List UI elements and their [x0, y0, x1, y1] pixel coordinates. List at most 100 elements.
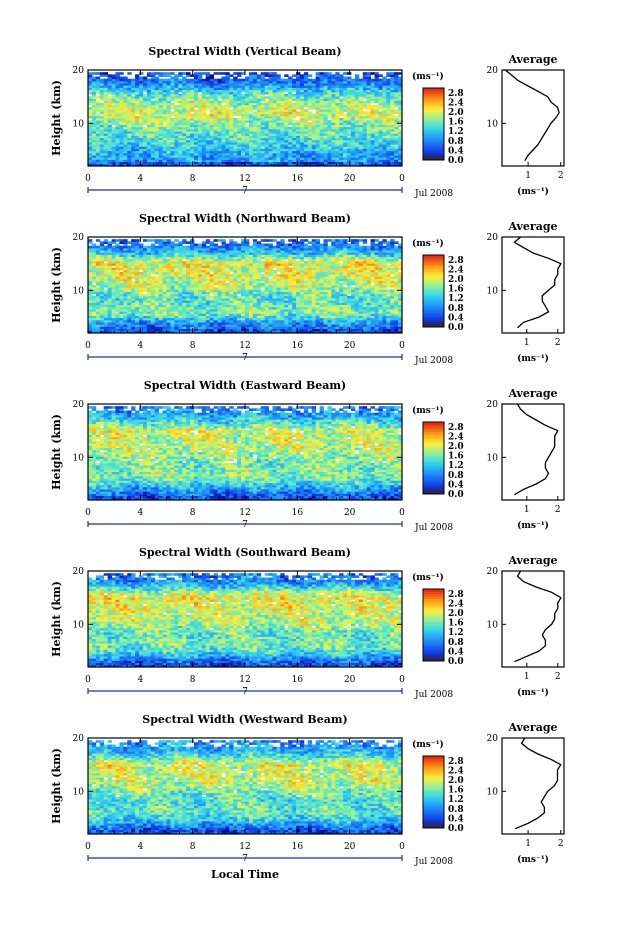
heatmap-cell	[272, 298, 277, 301]
heatmap-cell	[197, 133, 203, 136]
heatmap-cell	[221, 122, 226, 125]
heatmap-cell	[174, 85, 179, 88]
heatmap-cell	[241, 109, 246, 112]
heatmap-cell	[354, 295, 360, 299]
heatmap-cell	[296, 150, 301, 154]
heatmap-cell	[303, 74, 309, 77]
heatmap-cell	[91, 146, 97, 149]
heatmap-cell	[150, 100, 156, 104]
heatmap-cell	[272, 330, 277, 334]
heatmap-cell	[123, 152, 128, 156]
heatmap-cell	[241, 72, 246, 75]
heatmap-cell	[178, 152, 183, 156]
heatmap-cell	[390, 152, 395, 156]
heatmap-cell	[205, 72, 211, 75]
heatmap-cell	[311, 139, 317, 143]
heatmap-cell	[260, 289, 266, 292]
heatmap-cell	[252, 157, 258, 160]
heatmap-cell	[201, 98, 207, 101]
heatmap-cell	[197, 98, 203, 101]
heatmap-cell	[139, 313, 144, 316]
heatmap-cell	[296, 304, 301, 308]
heatmap-cell	[209, 118, 215, 121]
heatmap-cell	[256, 135, 262, 139]
heatmap-cell	[386, 295, 391, 299]
heatmap-cell	[299, 100, 305, 104]
heatmap-cell	[370, 118, 375, 121]
heatmap-cell	[119, 118, 124, 121]
heatmap-cell	[335, 135, 340, 139]
heatmap-cell	[386, 89, 391, 93]
heatmap-cell	[296, 96, 301, 99]
heatmap-cell	[225, 293, 230, 297]
heatmap-cell	[162, 306, 167, 310]
heatmap-cell	[142, 104, 148, 108]
heatmap-cell	[339, 302, 344, 306]
colorbar-tick-label: 2.8	[448, 89, 464, 99]
heatmap-cell	[131, 150, 136, 154]
heatmap-cell	[146, 118, 152, 121]
heatmap-cell	[382, 104, 387, 108]
heatmap-cell	[350, 113, 356, 117]
heatmap-cell	[99, 139, 105, 143]
heatmap-cell	[390, 159, 395, 163]
heatmap-cell	[123, 76, 128, 80]
heatmap-cell	[331, 85, 336, 88]
heatmap-cell	[374, 328, 379, 332]
heatmap-cell	[107, 289, 112, 292]
heatmap-cell	[327, 289, 332, 292]
heatmap-cell	[170, 330, 175, 334]
heatmap-cell	[182, 128, 187, 132]
heatmap-cell	[166, 120, 171, 123]
heatmap-cell	[158, 302, 163, 306]
heatmap-cell	[213, 87, 218, 91]
heatmap-cell	[272, 150, 277, 154]
colorbar-swatch	[423, 128, 444, 132]
heatmap-cell	[186, 135, 191, 139]
heatmap-cell	[193, 155, 199, 158]
heatmap-cell	[354, 328, 360, 332]
heatmap-cell	[245, 313, 250, 316]
heatmap-cell	[186, 302, 191, 306]
heatmap-cell	[154, 120, 160, 123]
heatmap-cell	[193, 304, 199, 308]
heatmap-cell	[299, 293, 305, 297]
heatmap-cell	[146, 319, 152, 323]
heatmap-cell	[115, 91, 120, 95]
heatmap-cell	[382, 118, 387, 121]
heatmap-cell	[166, 115, 171, 119]
heatmap-cell	[315, 137, 320, 141]
heatmap-cell	[339, 144, 344, 147]
heatmap-cell	[146, 115, 152, 119]
heatmap-cell	[362, 159, 368, 163]
heatmap-cell	[347, 98, 352, 101]
heatmap-cell	[209, 304, 215, 308]
heatmap-cell	[174, 118, 179, 121]
heatmap-cell	[193, 133, 199, 136]
heatmap-cell	[339, 98, 344, 101]
heatmap-cell	[135, 131, 140, 134]
heatmap-cell	[182, 161, 187, 165]
heatmap-cell	[237, 300, 242, 303]
heatmap-cell	[311, 137, 317, 141]
heatmap-cell	[225, 120, 230, 123]
heatmap-cell	[331, 317, 336, 321]
heatmap-cell	[99, 317, 105, 321]
heatmap-cell	[127, 135, 132, 139]
heatmap-cell	[123, 124, 128, 128]
heatmap-cell	[386, 120, 391, 123]
heatmap-cell	[213, 330, 218, 334]
heatmap-cell	[201, 128, 207, 132]
heatmap-cell	[288, 96, 293, 99]
heatmap-cell	[378, 319, 383, 323]
heatmap-cell	[229, 313, 234, 316]
heatmap-cell	[327, 317, 332, 321]
heatmap-cell	[174, 107, 179, 110]
heatmap-cell	[193, 157, 199, 160]
heatmap-cell	[237, 109, 242, 112]
heatmap-cell	[268, 113, 273, 117]
heatmap-cell	[264, 146, 269, 149]
heatmap-cell	[374, 94, 379, 97]
heatmap-cell	[205, 102, 211, 106]
heatmap-cell	[382, 317, 387, 321]
